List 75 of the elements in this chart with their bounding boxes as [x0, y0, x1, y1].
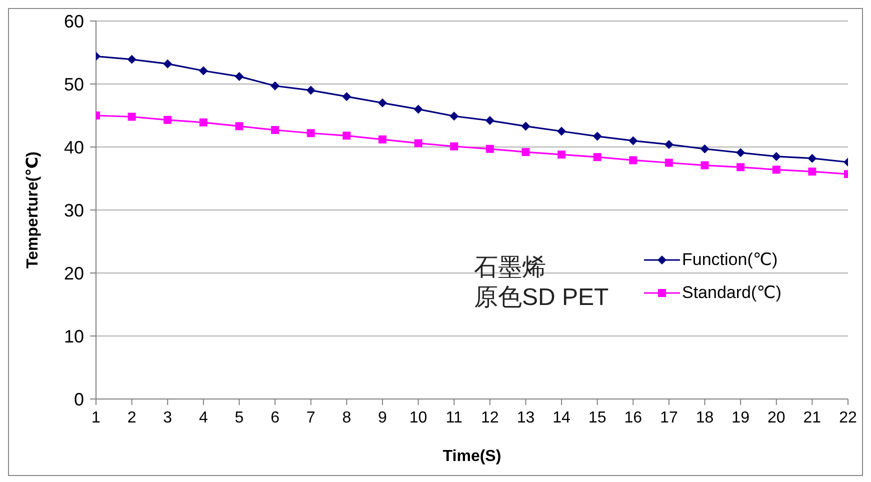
y-tick-label: 50	[64, 74, 84, 94]
y-tick-label: 30	[64, 200, 84, 220]
x-tick-label: 1	[92, 409, 101, 426]
point	[128, 112, 136, 121]
point	[306, 86, 316, 95]
point	[485, 116, 494, 126]
point	[772, 152, 781, 161]
x-tick-label: 19	[732, 409, 750, 426]
y-tick-label: 20	[64, 263, 84, 284]
x-tick-label: 13	[516, 409, 535, 426]
x-tick-label: 17	[660, 409, 678, 426]
point	[592, 132, 602, 141]
point	[198, 66, 208, 76]
x-tick-label: 8	[342, 409, 352, 426]
point	[557, 126, 566, 136]
point	[234, 72, 244, 81]
y-tick-label: 0	[74, 389, 84, 410]
x-tick-label: 16	[624, 409, 642, 426]
point	[772, 166, 780, 174]
point	[700, 144, 710, 154]
point	[558, 150, 566, 159]
point	[736, 148, 746, 158]
point	[342, 132, 351, 140]
point	[127, 54, 136, 64]
point	[628, 136, 638, 146]
point	[521, 122, 530, 131]
point	[700, 161, 709, 170]
annotation: 原色SD PET	[474, 283, 609, 313]
x-tick-label: 10	[409, 409, 428, 426]
point	[522, 148, 530, 156]
point	[736, 163, 745, 172]
point	[378, 135, 386, 144]
point	[414, 104, 423, 114]
point	[163, 59, 172, 68]
point	[629, 156, 638, 164]
x-tick-label: 5	[234, 409, 244, 426]
x-tick-label: 7	[306, 409, 316, 426]
x-tick-label: 21	[803, 409, 822, 426]
x-tick-label: 3	[163, 409, 172, 426]
point	[450, 142, 458, 150]
x-tick-label: 22	[839, 409, 857, 426]
point	[199, 118, 208, 126]
point	[414, 139, 422, 148]
point	[378, 98, 387, 108]
x-tick-label: 11	[446, 409, 462, 426]
point	[450, 112, 459, 121]
annotation: 石墨烯	[474, 253, 547, 283]
y-tick-label: 40	[64, 137, 84, 158]
point	[270, 81, 280, 90]
x-tick-label: 2	[127, 409, 136, 426]
y-tick-label: 60	[64, 11, 84, 32]
x-tick-label: 14	[552, 409, 571, 426]
point	[808, 168, 816, 176]
x-tick-label: 18	[696, 409, 714, 426]
y-tick-label: 10	[64, 326, 84, 346]
x-tick-label: 12	[481, 409, 499, 426]
legend-label: Standard(℃)	[682, 282, 782, 304]
point	[808, 154, 817, 163]
point	[486, 144, 494, 153]
y-axis-title: Temperture(℃)	[24, 152, 42, 268]
point	[164, 116, 172, 124]
x-tick-label: 4	[198, 409, 208, 426]
point	[306, 129, 315, 138]
x-tick-label: 6	[270, 409, 280, 426]
x-tick-label: 15	[588, 409, 606, 426]
x-tick-label: 20	[767, 409, 786, 426]
legend-label: Function(℃)	[682, 249, 778, 271]
point	[235, 122, 244, 130]
point	[664, 158, 673, 167]
point	[271, 126, 280, 134]
point	[593, 153, 602, 162]
x-axis-title: Time(S)	[442, 448, 502, 465]
point	[664, 140, 674, 149]
x-tick-label: 9	[378, 409, 388, 426]
point	[342, 92, 352, 102]
